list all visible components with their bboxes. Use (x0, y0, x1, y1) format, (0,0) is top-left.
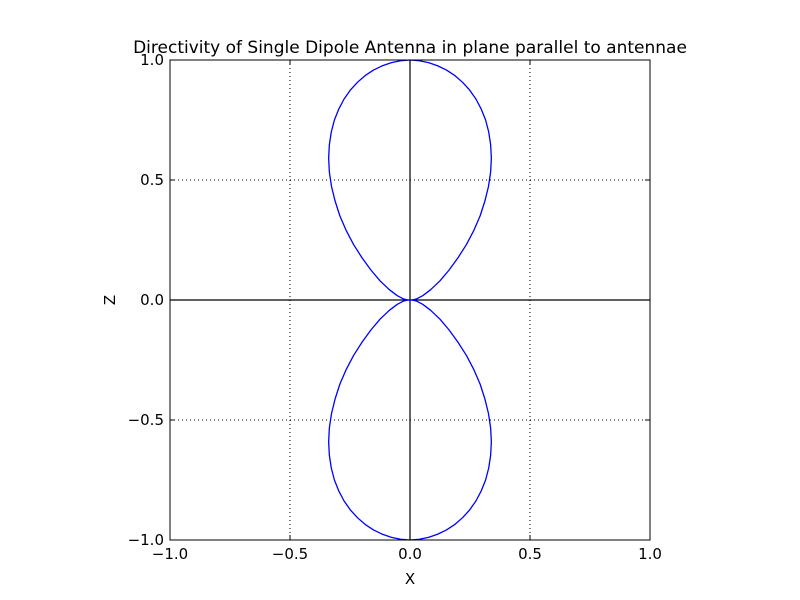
x-tick-label: 0.5 (518, 545, 542, 563)
y-tick-label: −0.5 (128, 411, 164, 429)
y-tick-label: 0.5 (140, 171, 164, 189)
y-tick-label: 1.0 (140, 51, 164, 69)
y-axis-label: Z (101, 295, 119, 305)
y-tick-label: 0.0 (140, 291, 164, 309)
x-axis-label: X (405, 570, 415, 588)
x-tick-label: −0.5 (272, 545, 308, 563)
x-tick-label: 1.0 (638, 545, 662, 563)
x-tick-label: 0.0 (398, 545, 422, 563)
x-tick-label: −1.0 (152, 545, 188, 563)
y-tick-label: −1.0 (128, 531, 164, 549)
chart-title: Directivity of Single Dipole Antenna in … (133, 38, 687, 58)
ticks: −1.0 −0.5 0.0 0.5 1.0 −1.0 −0.5 0.0 0.5 1.0 (128, 51, 662, 563)
